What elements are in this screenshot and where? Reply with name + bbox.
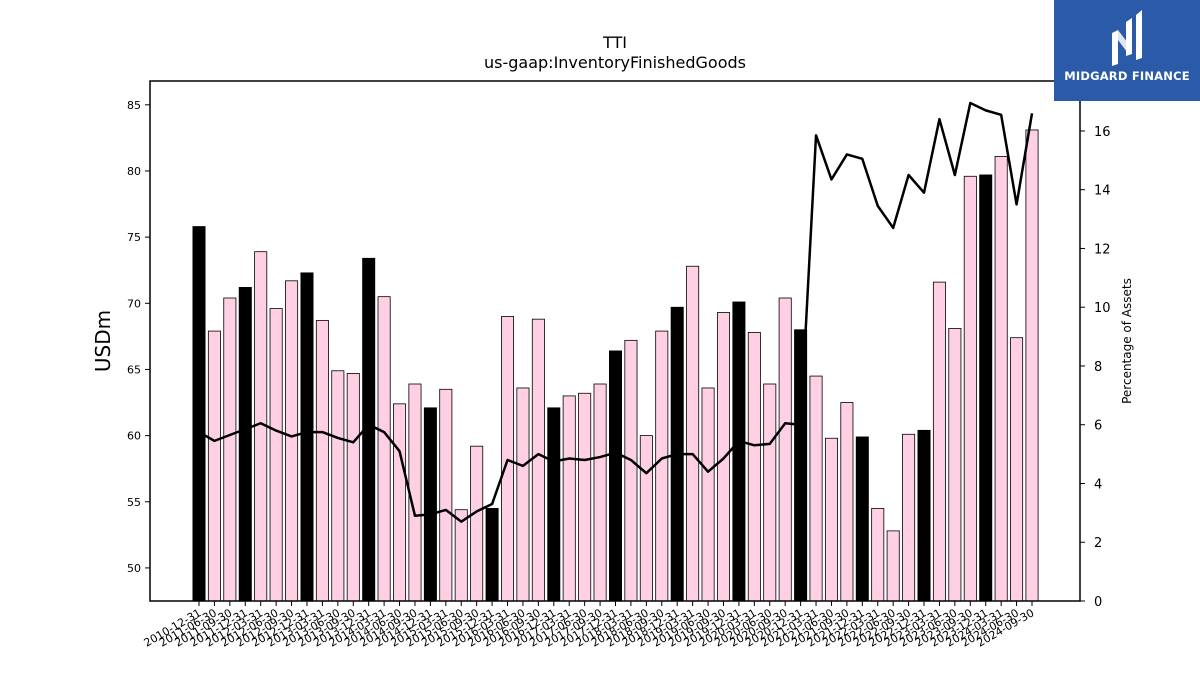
bar <box>886 530 900 602</box>
y2-axis-label: Percentage of Assets <box>1120 278 1134 404</box>
bar <box>285 280 299 602</box>
y2-tick-label: 14 <box>1094 184 1111 199</box>
bar <box>300 272 314 602</box>
y-tick-label: 85 <box>127 99 141 112</box>
y-tick-label: 80 <box>127 165 141 178</box>
y-tick-label: 65 <box>127 363 141 376</box>
x-axis-ticks: 2010-12-312011-06-302011-09-302011-12-31… <box>142 601 1037 650</box>
y2-tick-label: 8 <box>1094 360 1102 375</box>
bars-group <box>192 129 1039 602</box>
y-axis-label: USDm <box>91 310 115 372</box>
bar <box>639 435 653 602</box>
bar <box>794 329 808 602</box>
y2-tick-label: 2 <box>1094 536 1102 551</box>
bar <box>609 350 623 602</box>
bar <box>207 330 221 602</box>
bar <box>948 328 962 602</box>
y-axis-ticks: 50 55 60 65 70 75 80 85 <box>127 99 150 575</box>
bar <box>840 402 854 602</box>
y2-tick-label: 10 <box>1094 301 1111 316</box>
chart-subtitle: us-gaap:InventoryFinishedGoods <box>484 53 746 72</box>
bar <box>701 387 715 602</box>
y2-tick-label: 0 <box>1094 595 1102 610</box>
bar <box>809 375 823 602</box>
bar <box>454 509 468 602</box>
bar <box>593 383 607 602</box>
bar <box>778 297 792 602</box>
bar <box>578 392 592 602</box>
bar <box>855 436 869 602</box>
bar <box>393 403 407 602</box>
bar <box>747 331 761 602</box>
y-tick-label: 70 <box>127 297 141 310</box>
bar <box>871 507 885 602</box>
bar <box>439 388 453 602</box>
percentage-line <box>198 101 1034 523</box>
bar <box>624 339 638 602</box>
bar <box>223 297 237 602</box>
bar <box>346 373 360 602</box>
bar <box>824 437 838 602</box>
bar <box>331 370 345 602</box>
bar <box>963 175 977 602</box>
bar <box>423 407 437 602</box>
bar <box>315 320 329 602</box>
midgard-logo-icon <box>1112 10 1142 66</box>
bar <box>732 301 746 602</box>
y2-tick-label: 12 <box>1094 242 1111 257</box>
bar <box>470 445 484 602</box>
bar <box>269 308 283 602</box>
bar <box>192 226 206 602</box>
y-tick-label: 60 <box>127 430 141 443</box>
bar <box>932 281 946 602</box>
y-tick-label: 75 <box>127 231 141 244</box>
bar <box>531 318 545 602</box>
bar <box>1010 337 1024 602</box>
y-tick-label: 50 <box>127 562 141 575</box>
brand-logo: MIDGARD FINANCE <box>1054 0 1200 101</box>
bar <box>979 174 993 602</box>
chart-title: TTI <box>602 33 627 52</box>
bar <box>562 395 576 602</box>
y2-tick-label: 16 <box>1094 125 1111 140</box>
bar <box>902 433 916 602</box>
bar <box>994 156 1008 602</box>
y2-axis-ticks: 0 2 4 6 8 10 12 14 16 <box>1080 125 1111 610</box>
y2-tick-label: 6 <box>1094 419 1102 434</box>
bar <box>547 407 561 602</box>
y2-tick-label: 4 <box>1094 477 1102 492</box>
bar <box>377 296 391 602</box>
bar <box>763 383 777 602</box>
y-tick-label: 55 <box>127 496 141 509</box>
bar <box>917 429 931 602</box>
logo-text: MIDGARD FINANCE <box>1064 69 1190 83</box>
bar <box>238 287 252 602</box>
bar <box>485 507 499 602</box>
bar <box>686 265 700 602</box>
bar <box>516 387 530 602</box>
bar <box>1025 129 1039 602</box>
bar <box>655 330 669 602</box>
bar <box>408 383 422 602</box>
